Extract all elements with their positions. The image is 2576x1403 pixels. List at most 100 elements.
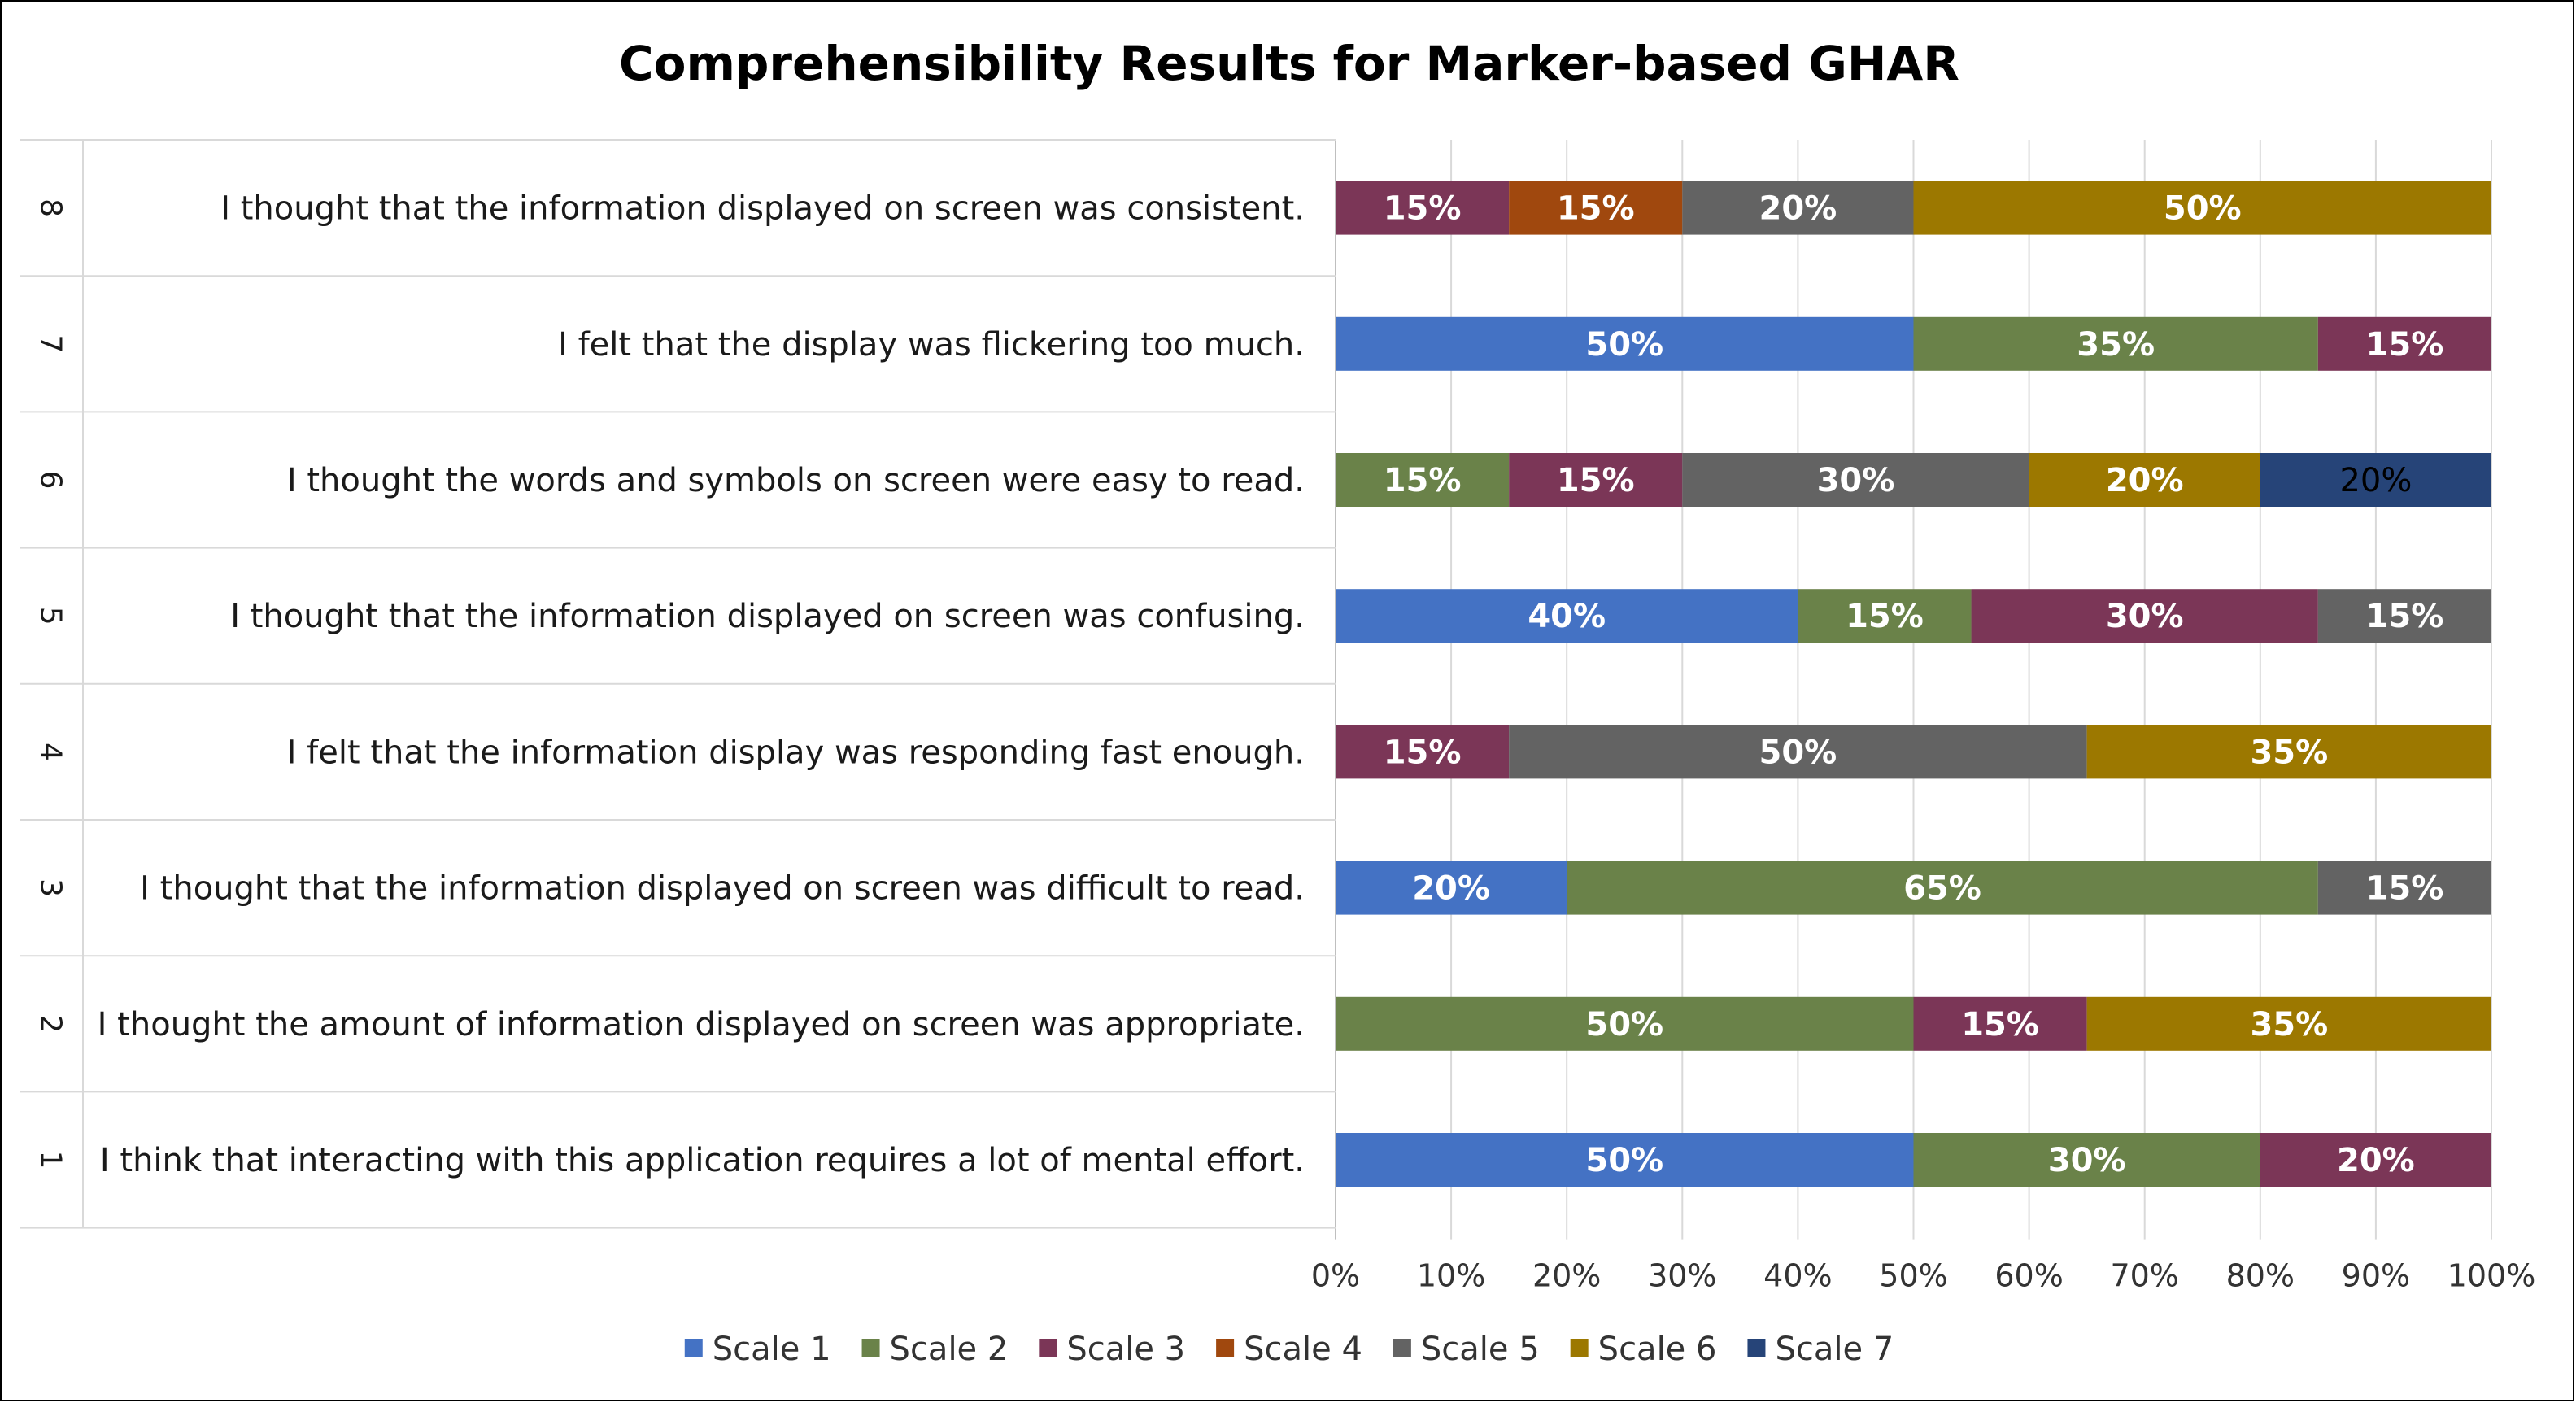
category-number: 1 bbox=[34, 1151, 68, 1170]
legend-item: Scale 3 bbox=[1039, 1331, 1185, 1368]
bar-segment bbox=[1913, 1133, 2260, 1187]
legend-item: Scale 7 bbox=[1747, 1331, 1894, 1368]
bar-segment bbox=[1798, 589, 1972, 643]
bar-segment bbox=[2260, 453, 2491, 507]
x-axis-ticks: 0% 10% 20% 30% 40% 50% 60% 70% 80% 90% 100% bbox=[1311, 1258, 2535, 1294]
bar-data-label: 15% bbox=[1384, 462, 1462, 499]
x-tick-label: 0% bbox=[1311, 1258, 1360, 1294]
category-number: 4 bbox=[34, 743, 68, 761]
bar-data-label: 15% bbox=[2366, 326, 2444, 364]
bar-data-label: 20% bbox=[2106, 462, 2184, 499]
category-number: 5 bbox=[34, 607, 68, 625]
bar-data-label: 20% bbox=[2337, 1142, 2415, 1179]
bar-data-label: 50% bbox=[1585, 1142, 1663, 1179]
legend-swatch bbox=[1216, 1339, 1235, 1357]
legend-item: Scale 5 bbox=[1393, 1331, 1540, 1368]
grid-lines bbox=[1335, 140, 2492, 1240]
category-number: 2 bbox=[34, 1014, 68, 1033]
category-label: I thought the words and symbols on scree… bbox=[287, 462, 1305, 499]
legend-swatch bbox=[1039, 1339, 1057, 1357]
x-tick-label: 90% bbox=[2342, 1258, 2410, 1294]
bar-segment bbox=[2317, 861, 2491, 915]
x-tick-label: 40% bbox=[1763, 1258, 1832, 1294]
legend-swatch bbox=[861, 1339, 880, 1357]
bar-data-label: 20% bbox=[1759, 190, 1837, 228]
bar-data-label: 15% bbox=[1384, 734, 1462, 771]
bar-data-label: 15% bbox=[2366, 870, 2444, 908]
chart-title: Comprehensibility Results for Marker-bas… bbox=[619, 36, 1959, 91]
bar-segment bbox=[1567, 861, 2318, 915]
x-tick-label: 30% bbox=[1648, 1258, 1716, 1294]
x-tick-label: 70% bbox=[2110, 1258, 2178, 1294]
bar-segment bbox=[1336, 996, 1914, 1051]
bar-data-label: 50% bbox=[1759, 734, 1837, 771]
bar-segment bbox=[1913, 181, 2491, 235]
x-tick-label: 100% bbox=[2447, 1258, 2536, 1294]
bar-data-label: 15% bbox=[2366, 598, 2444, 635]
bar-segment bbox=[1336, 725, 1510, 779]
legend-label: Scale 7 bbox=[1775, 1331, 1894, 1368]
bar-segment bbox=[2317, 589, 2491, 643]
category-label: I thought the amount of information disp… bbox=[98, 1006, 1305, 1044]
bar-data-label: 35% bbox=[2077, 326, 2155, 364]
bar-segment bbox=[2317, 316, 2491, 371]
bar-segment bbox=[1913, 996, 2087, 1051]
legend-swatch bbox=[1570, 1339, 1589, 1357]
legend-item: Scale 1 bbox=[684, 1331, 831, 1368]
bar-data-label: 65% bbox=[1903, 870, 1981, 908]
bar-segment bbox=[2260, 1133, 2491, 1187]
bar-data-label: 30% bbox=[2048, 1142, 2126, 1179]
bar-segment bbox=[1336, 453, 1510, 507]
bar-segment bbox=[1509, 725, 2087, 779]
bar-data-label: 20% bbox=[1412, 870, 1490, 908]
x-tick-label: 60% bbox=[1994, 1258, 2063, 1294]
bar-data-label: 50% bbox=[2164, 190, 2242, 228]
legend-label: Scale 6 bbox=[1598, 1331, 1717, 1368]
bar-segment bbox=[2029, 453, 2260, 507]
bar-data-label: 15% bbox=[1384, 190, 1462, 228]
legend: Scale 1 Scale 2 Scale 3 Scale 4 Scale 5 Scale… bbox=[684, 1331, 1894, 1368]
legend-label: Scale 4 bbox=[1244, 1331, 1362, 1368]
bar-segment bbox=[1336, 1133, 1914, 1187]
category-label: I felt that the display was flickering t… bbox=[558, 326, 1305, 364]
bar-segment bbox=[1336, 316, 1914, 371]
category-label: I think that interacting with this appli… bbox=[100, 1142, 1305, 1179]
category-label: I felt that the information display was … bbox=[287, 734, 1305, 771]
bar-segment bbox=[1971, 589, 2318, 643]
bar-data-label: 35% bbox=[2250, 734, 2328, 771]
legend-label: Scale 1 bbox=[713, 1331, 831, 1368]
bar-segment bbox=[1682, 453, 2029, 507]
bar-segment bbox=[1509, 181, 1683, 235]
x-tick-label: 20% bbox=[1532, 1258, 1601, 1294]
bar-segment bbox=[2086, 996, 2491, 1051]
bar-segment bbox=[1336, 181, 1510, 235]
legend-item: Scale 2 bbox=[861, 1331, 1008, 1368]
x-tick-label: 80% bbox=[2226, 1258, 2295, 1294]
bar-segment bbox=[1336, 861, 1567, 915]
category-label: I thought that the information displayed… bbox=[220, 190, 1305, 228]
bar-data-label: 20% bbox=[2339, 462, 2412, 499]
x-tick-label: 10% bbox=[1417, 1258, 1485, 1294]
bar-data-label: 40% bbox=[1528, 598, 1606, 635]
bar-segment bbox=[1682, 181, 1914, 235]
bar-segment bbox=[2086, 725, 2491, 779]
legend-swatch bbox=[1393, 1339, 1411, 1357]
bar-series: 50% 30% 20% 50% 15% 35% 20% 65% 15% 15% 50% 35% 40% 1… bbox=[1336, 181, 2491, 1187]
category-labels: 1 I think that interacting with this appl… bbox=[20, 139, 1336, 1229]
bar-data-label: 15% bbox=[1557, 190, 1635, 228]
category-label: I thought that the information displayed… bbox=[140, 870, 1305, 908]
legend-item: Scale 6 bbox=[1570, 1331, 1717, 1368]
bar-data-label: 15% bbox=[1846, 598, 1924, 635]
bar-segment bbox=[1913, 316, 2318, 371]
category-number: 6 bbox=[34, 471, 68, 490]
bar-data-label: 30% bbox=[2106, 598, 2184, 635]
legend-item: Scale 4 bbox=[1216, 1331, 1362, 1368]
category-number: 8 bbox=[34, 198, 68, 217]
bar-data-label: 50% bbox=[1585, 326, 1663, 364]
legend-label: Scale 5 bbox=[1421, 1331, 1540, 1368]
bar-data-label: 35% bbox=[2250, 1006, 2328, 1044]
legend-label: Scale 3 bbox=[1066, 1331, 1185, 1368]
bar-data-label: 15% bbox=[1961, 1006, 2039, 1044]
